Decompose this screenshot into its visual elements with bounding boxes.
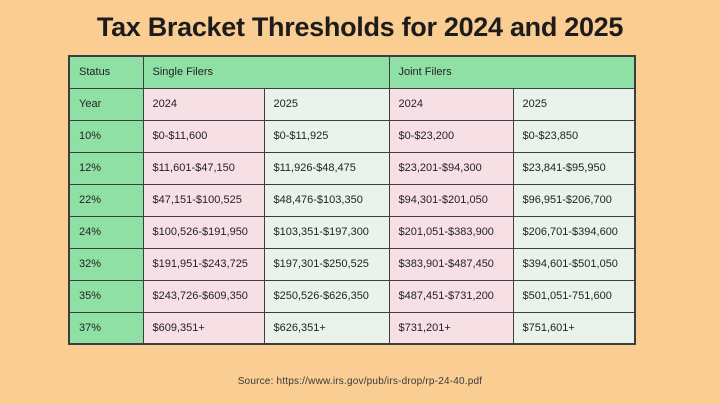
page-title: Tax Bracket Thresholds for 2024 and 2025 (96, 12, 624, 42)
range-cell: $501,051-751,600 (512, 279, 636, 313)
year-2025-single-cell: 2025 (263, 87, 390, 121)
range-cell: $23,201-$94,300 (388, 151, 514, 185)
range-cell: $250,526-$626,350 (263, 279, 390, 313)
range-cell: $609,351+ (142, 311, 265, 345)
range-cell: $0-$11,925 (263, 119, 390, 153)
year-2025-joint-cell: 2025 (512, 87, 636, 121)
bracket-row-35: 35% $243,726-$609,350 $250,526-$626,350 … (68, 279, 636, 313)
rate-cell: 12% (68, 151, 144, 185)
range-cell: $191,951-$243,725 (142, 247, 265, 281)
bracket-row-22: 22% $47,151-$100,525 $48,476-$103,350 $9… (68, 183, 636, 217)
range-cell: $0-$23,850 (512, 119, 636, 153)
year-2024-joint-cell: 2024 (388, 87, 514, 121)
single-filers-header-cell: Single Filers (142, 55, 390, 89)
range-cell: $100,526-$191,950 (142, 215, 265, 249)
range-cell: $23,841-$95,950 (512, 151, 636, 185)
range-cell: $751,601+ (512, 311, 636, 345)
bracket-row-24: 24% $100,526-$191,950 $103,351-$197,300 … (68, 215, 636, 249)
range-cell: $626,351+ (263, 311, 390, 345)
source-note: Source: https://www.irs.gov/pub/irs-drop… (237, 376, 483, 387)
bracket-row-37: 37% $609,351+ $626,351+ $731,201+ $751,6… (68, 311, 636, 345)
range-cell: $383,901-$487,450 (388, 247, 514, 281)
range-cell: $197,301-$250,525 (263, 247, 390, 281)
range-cell: $11,601-$47,150 (142, 151, 265, 185)
range-cell: $47,151-$100,525 (142, 183, 265, 217)
header-row-years: Year 2024 2025 2024 2025 (68, 87, 636, 121)
rate-cell: 32% (68, 247, 144, 281)
range-cell: $94,301-$201,050 (388, 183, 514, 217)
rate-cell: 24% (68, 215, 144, 249)
status-header-cell: Status (68, 55, 144, 89)
range-cell: $96,951-$206,700 (512, 183, 636, 217)
range-cell: $103,351-$197,300 (263, 215, 390, 249)
bracket-row-12: 12% $11,601-$47,150 $11,926-$48,475 $23,… (68, 151, 636, 185)
year-header-cell: Year (68, 87, 144, 121)
bracket-row-32: 32% $191,951-$243,725 $197,301-$250,525 … (68, 247, 636, 281)
rate-cell: 37% (68, 311, 144, 345)
bracket-row-10: 10% $0-$11,600 $0-$11,925 $0-$23,200 $0-… (68, 119, 636, 153)
range-cell: $731,201+ (388, 311, 514, 345)
range-cell: $0-$11,600 (142, 119, 265, 153)
tax-bracket-table: Status Single Filers Joint Filers Year 2… (68, 55, 636, 345)
range-cell: $394,601-$501,050 (512, 247, 636, 281)
joint-filers-header-cell: Joint Filers (388, 55, 636, 89)
range-cell: $243,726-$609,350 (142, 279, 265, 313)
year-2024-single-cell: 2024 (142, 87, 265, 121)
range-cell: $206,701-$394,600 (512, 215, 636, 249)
range-cell: $0-$23,200 (388, 119, 514, 153)
range-cell: $48,476-$103,350 (263, 183, 390, 217)
range-cell: $11,926-$48,475 (263, 151, 390, 185)
rate-cell: 22% (68, 183, 144, 217)
rate-cell: 10% (68, 119, 144, 153)
range-cell: $487,451-$731,200 (388, 279, 514, 313)
range-cell: $201,051-$383,900 (388, 215, 514, 249)
rate-cell: 35% (68, 279, 144, 313)
header-row-filers: Status Single Filers Joint Filers (68, 55, 636, 89)
